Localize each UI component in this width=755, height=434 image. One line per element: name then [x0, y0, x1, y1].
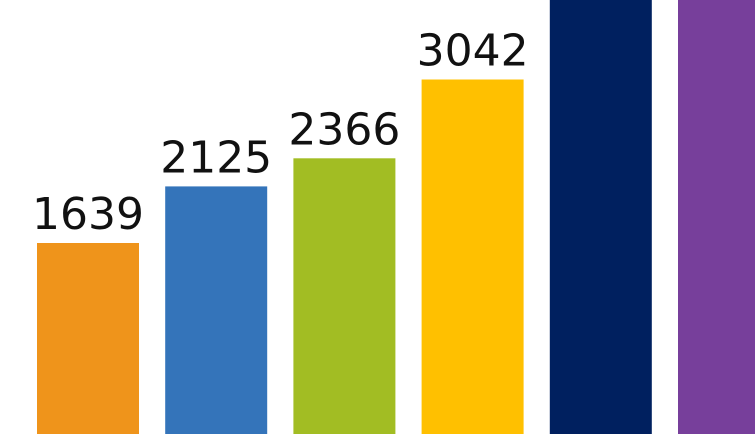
- bar-4-value-label: 3042: [417, 26, 529, 77]
- bar-5: [549, 0, 652, 434]
- bars-group: [37, 0, 755, 434]
- labels-group: 1639 2125 2366 3042: [32, 26, 529, 241]
- bar-3: [293, 158, 396, 434]
- bar-1: [37, 243, 139, 434]
- bar-2-value-label: 2125: [160, 132, 272, 183]
- bar-6: [678, 0, 755, 434]
- bar-1-value-label: 1639: [32, 189, 144, 240]
- bar-3-value-label: 2366: [288, 104, 400, 155]
- bar-4: [421, 79, 524, 434]
- bar-2: [165, 186, 268, 434]
